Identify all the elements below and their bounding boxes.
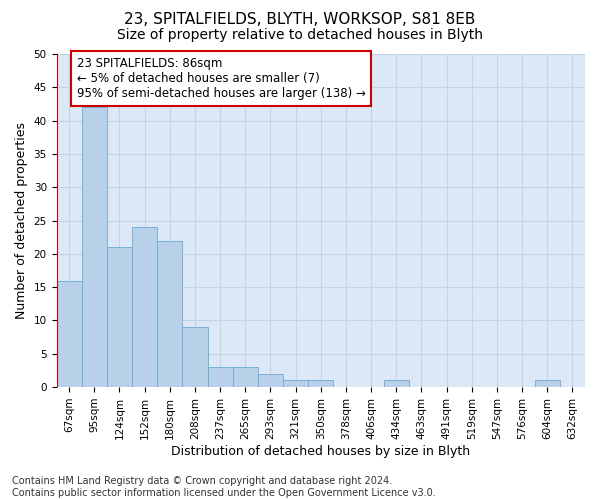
Y-axis label: Number of detached properties: Number of detached properties [15,122,28,319]
Bar [535,380,560,387]
Bar [233,367,258,387]
Bar [283,380,308,387]
Bar [383,380,409,387]
Bar [56,280,82,387]
Bar [157,240,182,387]
Bar [132,227,157,387]
Text: 23 SPITALFIELDS: 86sqm
← 5% of detached houses are smaller (7)
95% of semi-detac: 23 SPITALFIELDS: 86sqm ← 5% of detached … [77,58,365,100]
Text: Contains HM Land Registry data © Crown copyright and database right 2024.
Contai: Contains HM Land Registry data © Crown c… [12,476,436,498]
Bar [182,327,208,387]
Bar [258,374,283,387]
Bar [308,380,334,387]
Text: 23, SPITALFIELDS, BLYTH, WORKSOP, S81 8EB: 23, SPITALFIELDS, BLYTH, WORKSOP, S81 8E… [124,12,476,28]
Bar [208,367,233,387]
Text: Size of property relative to detached houses in Blyth: Size of property relative to detached ho… [117,28,483,42]
Bar [107,247,132,387]
X-axis label: Distribution of detached houses by size in Blyth: Distribution of detached houses by size … [171,444,470,458]
Bar [82,108,107,387]
